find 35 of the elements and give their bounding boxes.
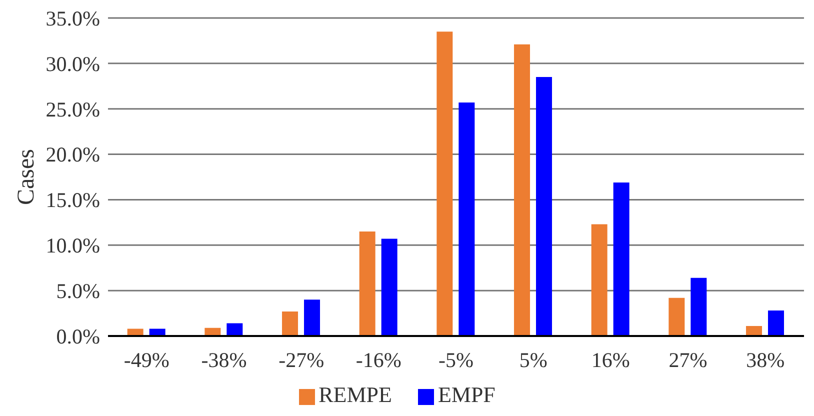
bar (746, 326, 762, 336)
bar (690, 278, 707, 336)
x-tick-label: -27% (278, 348, 324, 372)
y-tick-label: 0.0% (56, 324, 100, 348)
bar (613, 182, 630, 336)
bar (591, 224, 608, 336)
x-tick-label: -49% (124, 348, 170, 372)
y-tick-label: 5.0% (56, 279, 100, 304)
x-tick-label: 16% (591, 348, 630, 372)
bar (282, 311, 298, 336)
y-tick-label: 35.0% (46, 6, 100, 30)
y-tick-label: 20.0% (46, 142, 100, 167)
bar (668, 298, 685, 336)
y-tick-label: 25.0% (46, 97, 100, 122)
bar (359, 232, 376, 336)
y-tick-label: 15.0% (46, 188, 100, 212)
bar (436, 32, 453, 336)
bar (768, 310, 784, 336)
bar (226, 323, 243, 336)
bar (458, 102, 475, 336)
x-tick-label: -5% (438, 348, 474, 372)
bar (514, 44, 530, 336)
x-tick-label: 27% (668, 348, 708, 372)
x-tick-label: 5% (519, 348, 548, 372)
y-axis-title: Cases (14, 149, 40, 205)
legend-label: REMPE (318, 382, 392, 407)
x-tick-label: -16% (356, 348, 402, 372)
bar (304, 300, 320, 336)
y-tick-label: 30.0% (46, 52, 100, 76)
y-tick-label: 10.0% (46, 234, 100, 258)
x-tick-label: 38% (746, 348, 785, 372)
x-tick-label: -38% (201, 348, 247, 372)
legend-label: EMPF (438, 382, 496, 407)
bar (536, 77, 552, 336)
bar (381, 238, 398, 336)
